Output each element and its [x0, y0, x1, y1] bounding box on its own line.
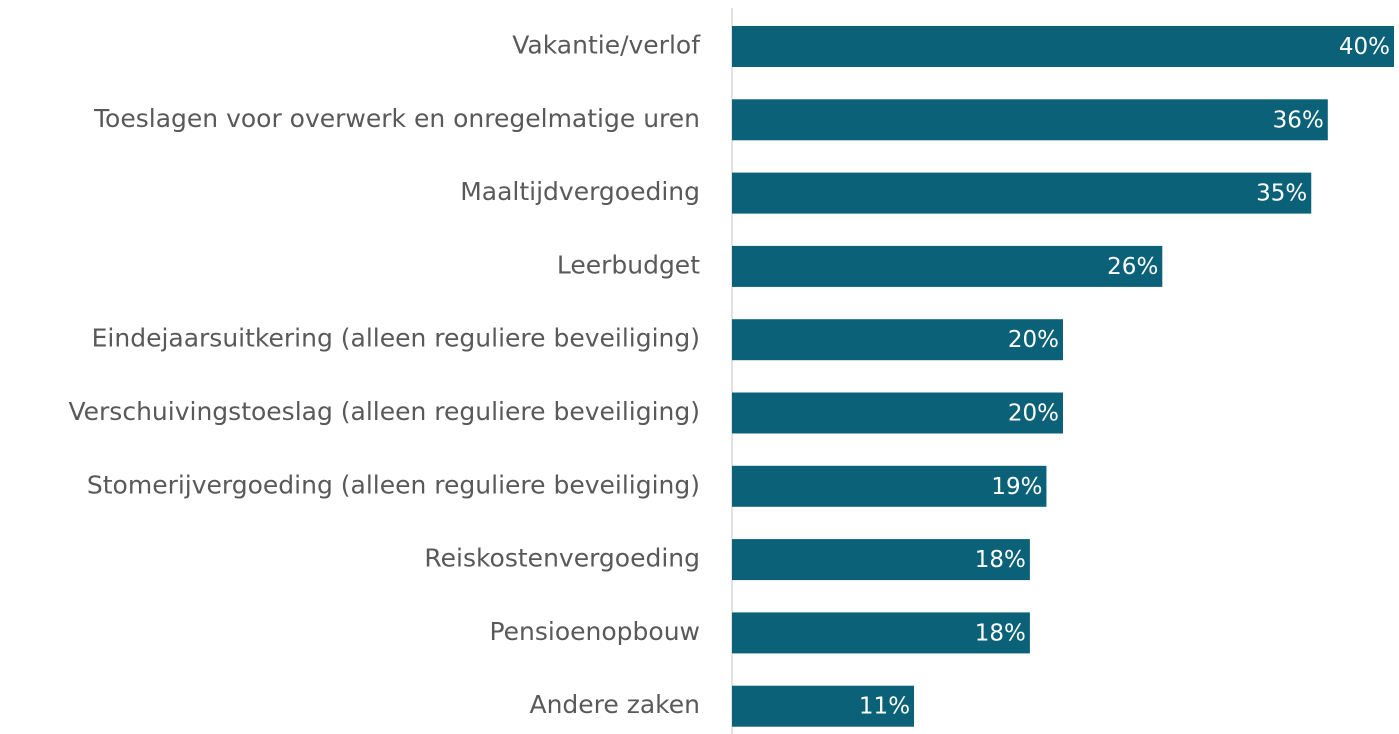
value-label: 26% — [1107, 254, 1158, 280]
bar — [732, 392, 1063, 434]
value-label: 18% — [975, 620, 1026, 646]
bar — [732, 26, 1394, 67]
bar — [732, 245, 1163, 287]
value-label: 19% — [991, 474, 1042, 500]
bar — [732, 612, 1030, 654]
bar — [732, 465, 1047, 507]
value-label: 40% — [1339, 34, 1390, 60]
category-label: Eindejaarsuitkering (alleen reguliere be… — [92, 324, 700, 353]
bar — [732, 172, 1312, 214]
value-label: 11% — [859, 694, 910, 720]
bar — [732, 685, 915, 727]
value-label: 18% — [975, 547, 1026, 573]
category-label: Stomerijvergoeding (alleen reguliere bev… — [87, 470, 700, 499]
category-label: Vakantie/verlof — [512, 31, 701, 60]
category-label: Reiskostenvergoeding — [424, 544, 700, 573]
bar — [732, 319, 1063, 361]
value-label: 20% — [1008, 401, 1059, 427]
category-label: Maaltijdvergoeding — [460, 177, 700, 206]
category-label: Toeslagen voor overwerk en onregelmatige… — [93, 104, 700, 133]
value-label: 35% — [1256, 181, 1307, 207]
category-label: Pensioenopbouw — [489, 617, 700, 646]
bar — [732, 99, 1328, 141]
category-label: Leerbudget — [557, 250, 700, 279]
value-label: 20% — [1008, 327, 1059, 353]
category-label: Verschuivingstoeslag (alleen reguliere b… — [68, 397, 700, 426]
bar — [732, 539, 1030, 581]
value-label: 36% — [1273, 107, 1324, 133]
category-label: Andere zaken — [529, 690, 700, 719]
